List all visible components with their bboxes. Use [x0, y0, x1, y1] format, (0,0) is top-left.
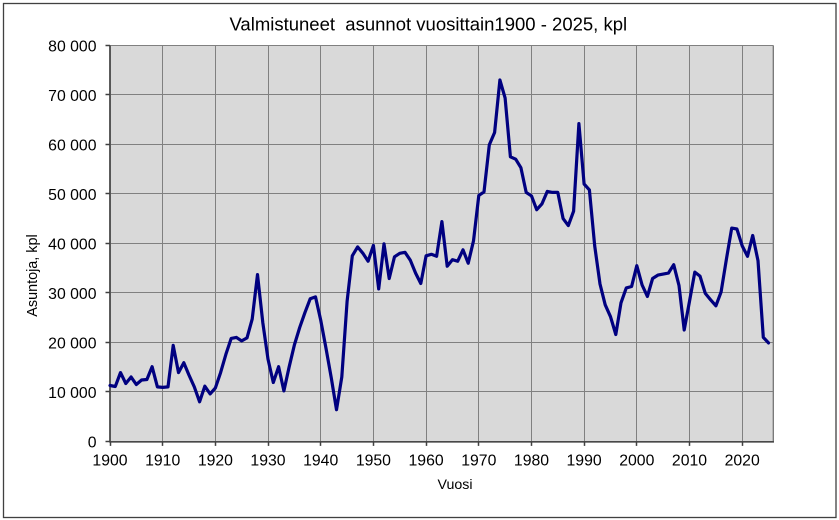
svg-text:1900: 1900	[92, 452, 127, 469]
svg-text:1920: 1920	[198, 452, 233, 469]
svg-text:1990: 1990	[567, 452, 602, 469]
svg-text:80 000: 80 000	[48, 38, 97, 55]
svg-text:1910: 1910	[145, 452, 180, 469]
svg-text:10 000: 10 000	[48, 385, 97, 402]
svg-text:1940: 1940	[303, 452, 338, 469]
svg-text:2020: 2020	[725, 452, 760, 469]
svg-text:40 000: 40 000	[48, 236, 97, 253]
svg-text:30 000: 30 000	[48, 286, 97, 303]
svg-text:2000: 2000	[619, 452, 654, 469]
svg-text:1960: 1960	[409, 452, 444, 469]
svg-text:2010: 2010	[672, 452, 707, 469]
svg-text:0: 0	[88, 434, 97, 451]
svg-text:50 000: 50 000	[48, 187, 97, 204]
svg-text:Vuosi: Vuosi	[438, 477, 473, 493]
svg-text:1970: 1970	[461, 452, 496, 469]
svg-text:20 000: 20 000	[48, 335, 97, 352]
svg-text:70 000: 70 000	[48, 88, 97, 105]
svg-text:1980: 1980	[514, 452, 549, 469]
svg-text:1930: 1930	[250, 452, 285, 469]
svg-text:60 000: 60 000	[48, 137, 97, 154]
svg-text:1950: 1950	[356, 452, 391, 469]
svg-text:Valmistuneet asunnot vuositta: Valmistuneet asunnot vuosittain1900 - 20…	[229, 13, 627, 34]
svg-text:Asuntoja, kpl: Asuntoja, kpl	[25, 234, 41, 316]
